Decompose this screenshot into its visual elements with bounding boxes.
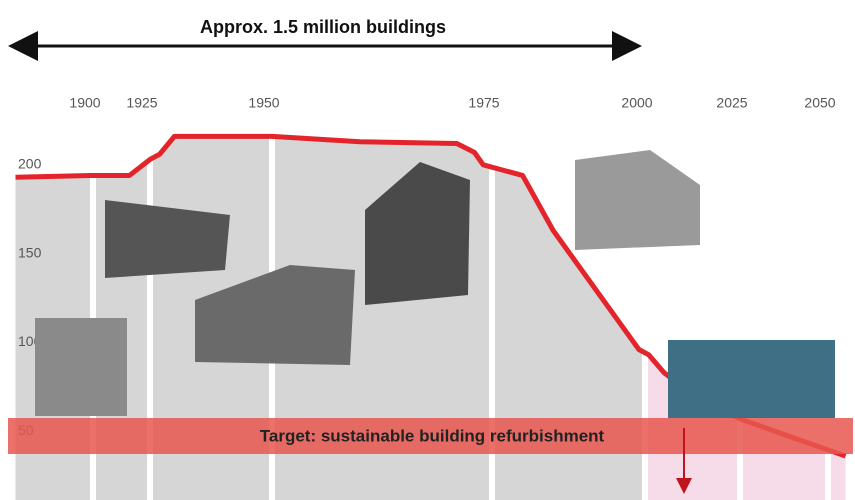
x-tick-label: 1950 — [248, 95, 279, 111]
x-tick-label: 2050 — [804, 95, 835, 111]
x-tick-label: 2000 — [621, 95, 652, 111]
x-tick-label: 1925 — [126, 95, 157, 111]
x-tick-label: 2025 — [716, 95, 747, 111]
chart: Approx. 1.5 million buildings 1900 1925 19… — [0, 0, 855, 500]
y-tick-label: 150 — [18, 244, 42, 260]
annotation: Target: sustainable building refurbishme… — [260, 426, 605, 445]
y-tick-label: 200 — [18, 156, 42, 172]
photo — [575, 150, 700, 250]
photo — [668, 340, 835, 418]
chart-title: Approx. 1.5 million buildings — [200, 17, 446, 37]
photo — [35, 318, 127, 416]
x-tick-label: 1975 — [468, 95, 499, 111]
x-tick-label: 1900 — [69, 95, 100, 111]
page: {"chart_data": {"type": "line", "title":… — [0, 0, 855, 500]
